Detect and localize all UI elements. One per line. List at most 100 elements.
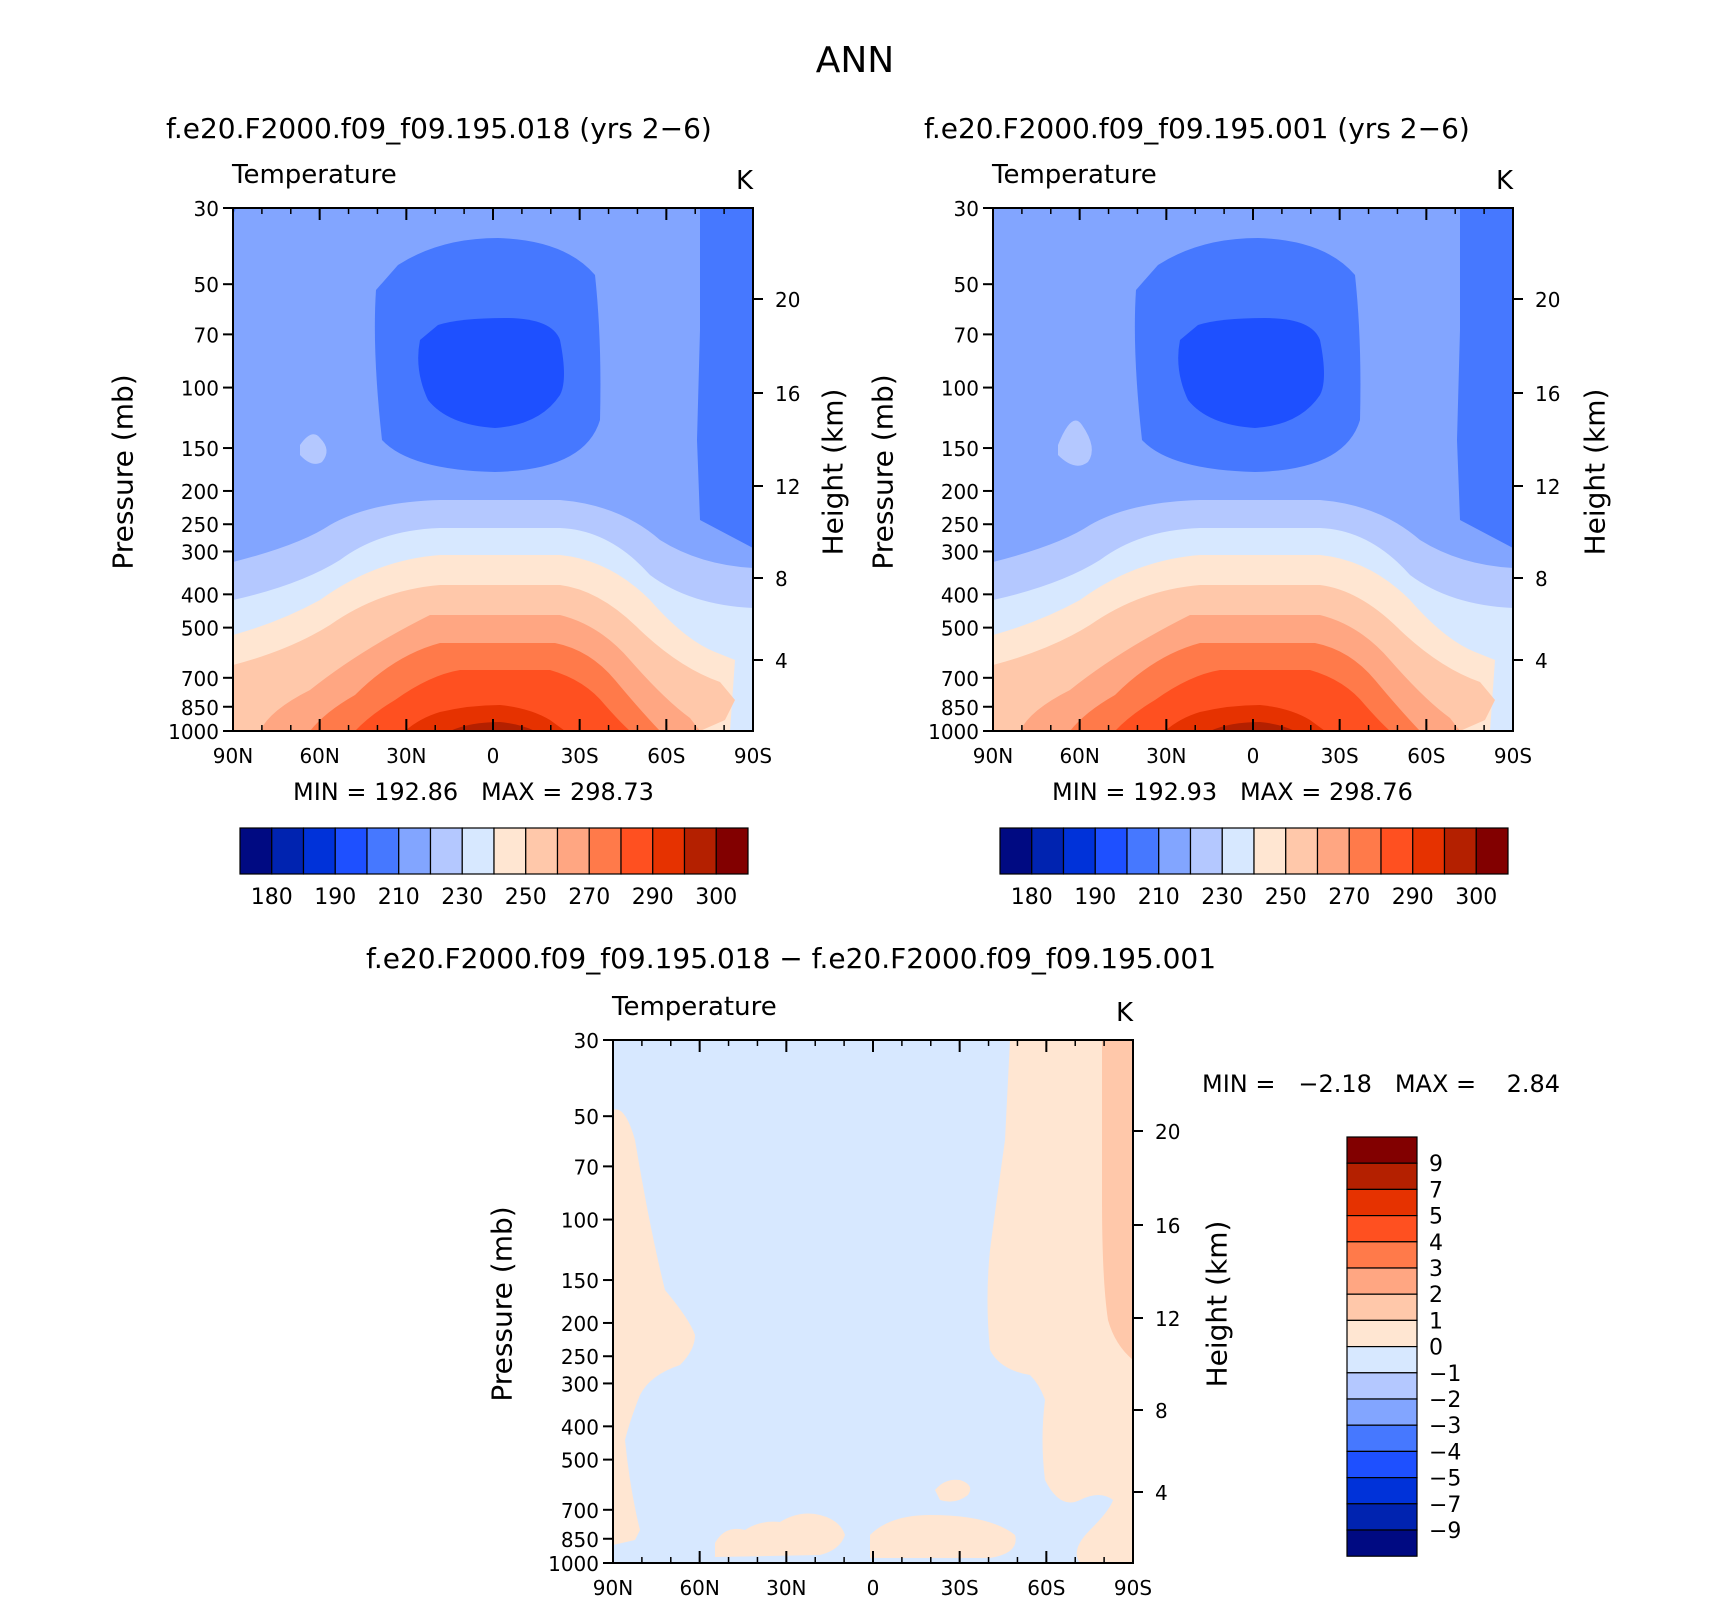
page-title: ANN — [815, 40, 895, 81]
colorbar-label: 290 — [632, 885, 674, 910]
colorbar-label: 9 — [1429, 1152, 1443, 1177]
y-tick-label: 50 — [574, 1105, 599, 1129]
colorbar-box — [1346, 1372, 1418, 1400]
y-right-tick-label: 4 — [775, 649, 788, 673]
panel-1-variable: Temperature — [232, 160, 397, 190]
panel-3-ylabel-right: Height (km) — [1200, 1220, 1234, 1388]
x-tick-label: 30N — [1146, 744, 1186, 768]
y-right-tick-label: 8 — [775, 567, 788, 591]
x-tick-label: 60S — [1407, 744, 1445, 768]
y-tick-label: 300 — [941, 540, 979, 564]
y-right-tick-label: 4 — [1535, 649, 1548, 673]
y-tick-label: 250 — [941, 513, 979, 537]
x-tick-label: 0 — [487, 744, 500, 768]
x-tick-label: 30N — [386, 744, 426, 768]
y-tick-label: 400 — [181, 583, 219, 607]
colorbar-box — [1285, 827, 1319, 875]
colorbar-box — [525, 827, 559, 875]
colorbar-box — [620, 827, 654, 875]
panel-1-contours — [233, 208, 753, 731]
colorbar-label: −5 — [1429, 1467, 1461, 1492]
panel-2-title: f.e20.F2000.f09_f09.195.001 (yrs 2−6) — [924, 112, 1470, 145]
colorbar-box — [1062, 827, 1096, 875]
panel-1-ylabel: Pressure (mb) — [106, 374, 140, 570]
colorbar-box — [588, 827, 622, 875]
colorbar-box — [1346, 1188, 1418, 1217]
y-tick-label: 300 — [561, 1372, 599, 1396]
colorbar-label: 180 — [1011, 885, 1053, 910]
x-tick-label: 60S — [647, 744, 685, 768]
y-tick-label: 250 — [561, 1345, 599, 1369]
y-right-tick-label: 16 — [1535, 382, 1560, 406]
colorbar-label: 0 — [1429, 1336, 1443, 1361]
colorbar-box — [1221, 827, 1255, 875]
x-tick-label: 90N — [593, 1576, 633, 1600]
colorbar-box — [1346, 1136, 1418, 1164]
x-tick-label: 60N — [299, 744, 339, 768]
colorbar-box — [1346, 1319, 1418, 1348]
colorbar-label: 7 — [1429, 1178, 1443, 1203]
panel-2-units: K — [1496, 166, 1514, 196]
x-tick-label: 30S — [561, 744, 599, 768]
colorbar-box — [1031, 827, 1065, 875]
colorbar-label: 230 — [1201, 885, 1243, 910]
colorbar-label: −7 — [1429, 1493, 1461, 1518]
y-tick-label: 850 — [941, 696, 979, 720]
y-tick-label: 50 — [194, 273, 219, 297]
colorbar-box — [1346, 1529, 1418, 1557]
colorbar-label: 190 — [1074, 885, 1116, 910]
y-right-tick-label: 4 — [1155, 1481, 1168, 1505]
y-tick-label: 400 — [561, 1415, 599, 1439]
y-tick-label: 150 — [561, 1269, 599, 1293]
panel-2-contours — [993, 208, 1513, 731]
colorbar-box — [398, 827, 432, 875]
panel-3-ylabel: Pressure (mb) — [485, 1206, 519, 1402]
panel-2-min-value: 192.93 — [1133, 778, 1218, 806]
colorbar-box — [556, 827, 590, 875]
x-tick-label: 30S — [941, 1576, 979, 1600]
colorbar-label: 190 — [314, 885, 356, 910]
panel-1-stats: MIN = 192.86 MAX = 298.73 — [293, 778, 654, 806]
colorbar-box — [1346, 1450, 1418, 1479]
colorbar-label: 250 — [505, 885, 547, 910]
y-tick-label: 700 — [181, 667, 219, 691]
y-tick-label: 1000 — [928, 720, 979, 744]
y-tick-label: 70 — [954, 323, 979, 347]
colorbar-label: 4 — [1429, 1231, 1443, 1256]
colorbar-box — [1380, 827, 1414, 875]
colorbar-label: 5 — [1429, 1205, 1443, 1230]
colorbar-box — [1316, 827, 1350, 875]
x-tick-label: 30S — [1321, 744, 1359, 768]
colorbar-box — [1158, 827, 1192, 875]
y-tick-label: 150 — [941, 437, 979, 461]
colorbar-box — [429, 827, 463, 875]
y-tick-label: 300 — [181, 540, 219, 564]
y-right-tick-label: 12 — [1155, 1307, 1180, 1331]
colorbar-label: 230 — [441, 885, 483, 910]
panel-2-stats: MIN = 192.93 MAX = 298.76 — [1052, 778, 1413, 806]
colorbar-label: 1 — [1429, 1309, 1443, 1334]
panel-2-min-label: MIN = — [1052, 778, 1126, 806]
y-tick-label: 30 — [954, 197, 979, 221]
colorbar-label: −3 — [1429, 1414, 1461, 1439]
panel-3-min-value: −2.18 — [1298, 1070, 1372, 1098]
colorbar-label: 2 — [1429, 1283, 1443, 1308]
panel-3-contours — [613, 1040, 1133, 1563]
y-tick-label: 70 — [574, 1155, 599, 1179]
panel-2-ylabel: Pressure (mb) — [866, 374, 900, 570]
colorbar-box — [1346, 1503, 1418, 1531]
colorbar-label: 180 — [251, 885, 293, 910]
y-right-tick-label: 20 — [1155, 1120, 1180, 1144]
colorbar-box — [334, 827, 368, 875]
x-tick-label: 90S — [1494, 744, 1532, 768]
y-tick-label: 30 — [574, 1029, 599, 1053]
colorbar-label: 290 — [1392, 885, 1434, 910]
y-tick-label: 100 — [561, 1209, 599, 1233]
x-tick-label: 60N — [679, 1576, 719, 1600]
y-tick-label: 70 — [194, 323, 219, 347]
x-tick-label: 60N — [1059, 744, 1099, 768]
colorbar-box — [652, 827, 686, 875]
colorbar-box — [1346, 1162, 1418, 1190]
y-tick-label: 100 — [941, 377, 979, 401]
y-tick-label: 50 — [954, 273, 979, 297]
